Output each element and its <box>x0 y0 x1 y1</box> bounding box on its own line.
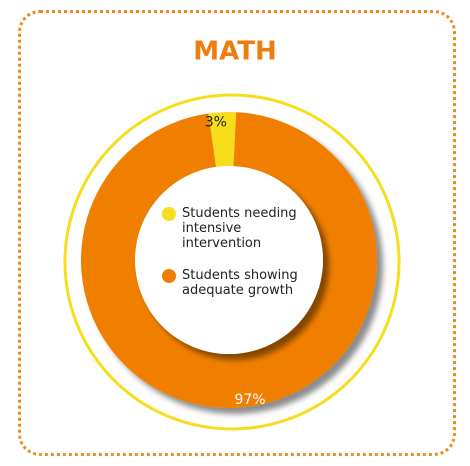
legend-swatch <box>162 207 176 221</box>
legend-item: Students showing adequate growth <box>162 268 300 298</box>
donut-slice <box>80 112 377 408</box>
donut-hole <box>135 166 323 354</box>
donut-slice <box>208 112 237 171</box>
legend-label: Students needing intensive intervention <box>182 206 297 251</box>
legend-item: Students needing intensive intervention <box>162 206 300 251</box>
donut <box>80 112 377 408</box>
dotted-frame <box>18 10 456 456</box>
data-label: 3% <box>205 115 227 131</box>
outer-ring <box>63 93 401 431</box>
legend-label: Students showing adequate growth <box>182 268 298 298</box>
legend-swatch <box>162 269 176 283</box>
data-label: 97% <box>234 392 265 408</box>
chart-title: MATH <box>193 37 276 67</box>
